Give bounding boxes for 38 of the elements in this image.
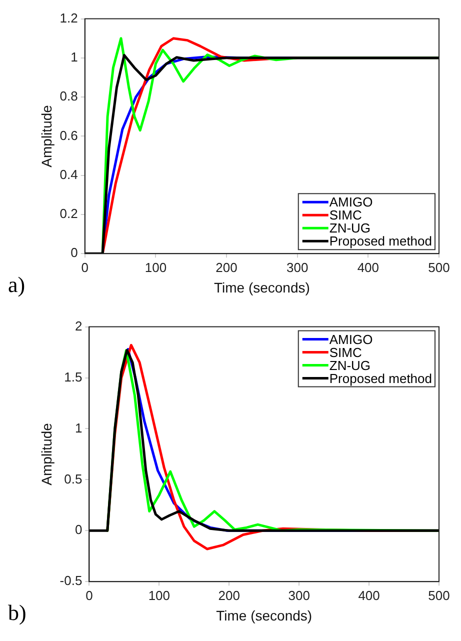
y-tick-label: 0: [74, 522, 82, 538]
y-tick-label: 2: [74, 318, 82, 334]
x-tick-label: 400: [358, 588, 380, 603]
x-tick-label: 0: [86, 588, 93, 603]
legend-label: SIMC: [329, 344, 362, 360]
x-tick-label: 300: [288, 588, 310, 603]
y-tick-label: 1: [70, 50, 78, 65]
x-tick-label: 100: [148, 588, 170, 603]
x-axis-title: Time (seconds): [216, 607, 312, 624]
x-axis-title: Time (seconds): [214, 279, 310, 296]
x-tick-label: 200: [218, 588, 240, 603]
legend-label: ZN-UG: [329, 358, 371, 373]
legend-label: AMIGO: [329, 332, 373, 347]
y-tick-label: 0.8: [60, 88, 78, 104]
text: b): [8, 600, 26, 626]
x-tick-label: 100: [144, 260, 167, 275]
y-tick-label: -0.5: [60, 573, 82, 588]
y-tick-label: 0.4: [60, 166, 78, 182]
legend-label: AMIGO: [329, 194, 373, 210]
text: a): [8, 272, 26, 298]
x-tick-label: 400: [357, 260, 380, 275]
y-tick-label: 1.2: [60, 10, 78, 26]
legend-label: Proposed method: [329, 370, 432, 386]
y-axis-title: Amplitude: [38, 422, 54, 486]
legend-label: Proposed method: [329, 234, 432, 249]
y-tick-label: 0.5: [64, 471, 82, 486]
x-tick-label: 500: [428, 260, 450, 275]
y-axis-title: Amplitude: [38, 104, 54, 168]
x-tick-label: 300: [286, 260, 308, 275]
y-tick-label: 0.6: [60, 128, 78, 143]
legend-label: SIMC: [329, 208, 362, 223]
legend-label: ZN-UG: [329, 220, 371, 236]
y-tick-label: 1.5: [64, 369, 82, 384]
y-tick-label: 0: [70, 245, 78, 260]
y-tick-label: 0.2: [60, 206, 78, 222]
x-tick-label: 200: [216, 260, 238, 275]
y-tick-label: 1: [74, 420, 82, 436]
x-tick-label: 500: [428, 588, 450, 603]
